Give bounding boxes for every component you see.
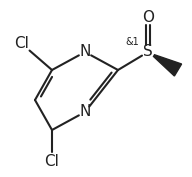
Polygon shape	[153, 55, 182, 76]
Text: N: N	[79, 104, 91, 119]
Text: Cl: Cl	[45, 155, 60, 170]
Text: S: S	[143, 44, 153, 59]
Text: Cl: Cl	[15, 36, 29, 52]
Text: &1: &1	[125, 37, 139, 47]
Text: N: N	[79, 44, 91, 59]
Text: O: O	[142, 10, 154, 25]
